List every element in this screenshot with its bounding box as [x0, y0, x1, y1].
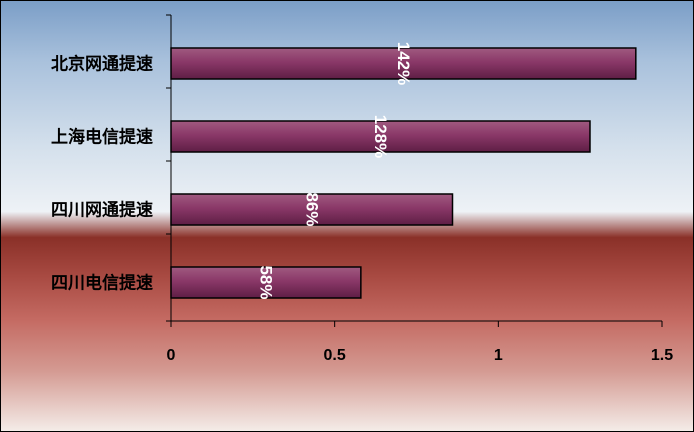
category-label: 北京网通提速 [51, 54, 153, 75]
data-label: 128% [371, 115, 390, 158]
category-label: 上海电信提速 [51, 127, 153, 148]
category-label: 四川电信提速 [51, 273, 153, 294]
bar [170, 266, 362, 299]
bar [170, 120, 591, 153]
bar [170, 193, 454, 226]
data-label: 86% [302, 192, 321, 226]
data-label: 142% [394, 42, 413, 85]
category-label: 四川网通提速 [51, 200, 153, 221]
x-tick-label: 0.5 [324, 347, 346, 364]
x-tick-label: 1.5 [651, 347, 673, 364]
x-tick-label: 0 [167, 347, 176, 364]
data-label: 58% [256, 265, 275, 299]
x-tick-label: 1 [494, 347, 503, 364]
